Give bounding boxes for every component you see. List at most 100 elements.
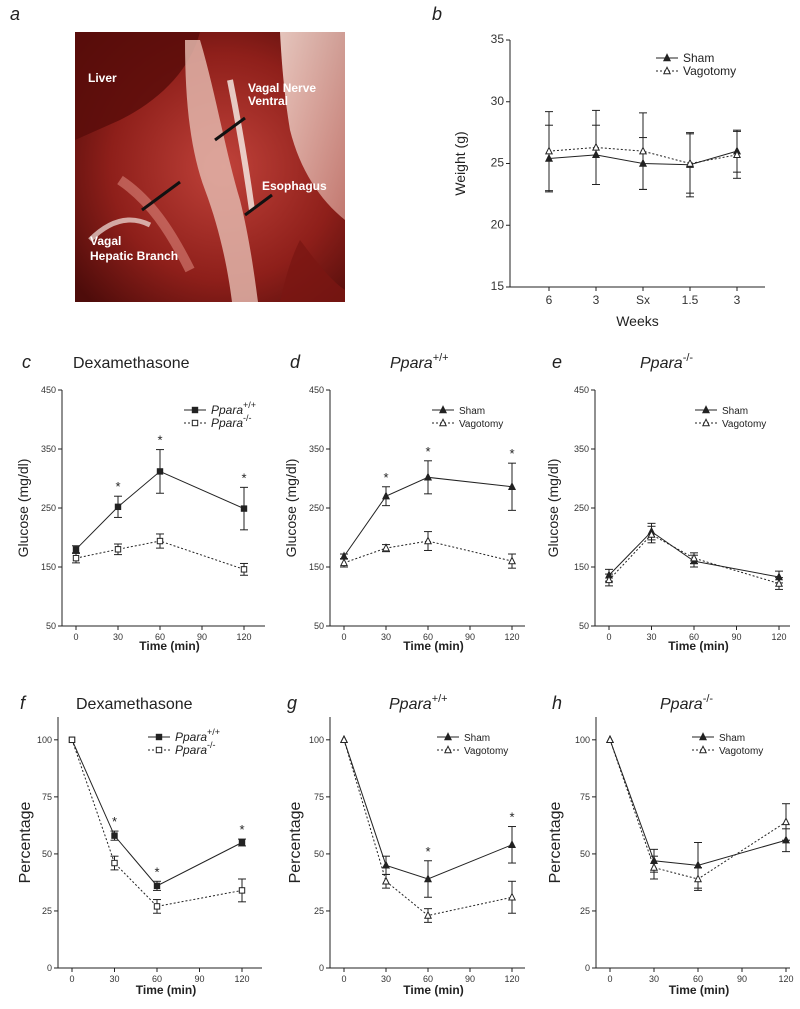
d-x-tick-label-3: 90 <box>465 632 475 642</box>
title-g: Ppara+/+ <box>389 693 448 713</box>
e-x-tick-label-4: 120 <box>771 632 786 642</box>
g-x-axis-label: Time (min) <box>403 983 463 997</box>
pointer-esophagus <box>244 193 273 217</box>
pointer-ventral <box>214 116 246 142</box>
h-series-1-point-1 <box>649 862 659 871</box>
g-series-1-point-0 <box>339 735 349 744</box>
g-y-tick-label-3: 75 <box>314 792 324 802</box>
e-x-tick-label-0: 0 <box>606 632 611 642</box>
d-significance-0: * <box>383 470 388 485</box>
e-series-1-point-1 <box>647 529 656 538</box>
c-series-0-line <box>75 470 245 550</box>
h-legend-label-0: Sham <box>719 733 745 744</box>
c-x-tick-label-2: 60 <box>155 632 165 642</box>
c-series-1-point-0 <box>72 554 80 562</box>
c-x-tick-label-1: 30 <box>113 632 123 642</box>
f-y-axis-label: Percentage <box>17 801 34 883</box>
photo-label-ventral: Ventral <box>248 94 288 108</box>
f-series-0-point-2 <box>153 882 161 890</box>
d-y-tick-label-0: 50 <box>314 621 324 631</box>
e-x-tick-label-3: 90 <box>731 632 741 642</box>
e-legend-label-0: Sham <box>722 406 748 417</box>
c-legend-label-0: Ppara+/+ <box>211 400 256 417</box>
c-x-tick-label-3: 90 <box>197 632 207 642</box>
c-series-0-point-0 <box>72 546 80 553</box>
d-x-tick-label-0: 0 <box>341 632 346 642</box>
e-legend-marker-1 <box>701 418 711 427</box>
f-series-1-point-2 <box>153 903 161 910</box>
e-legend-label-1: Vagotomy <box>722 419 766 430</box>
e-y-tick-label-3: 350 <box>574 444 589 454</box>
b-series-1-point-3 <box>685 158 695 167</box>
g-y-tick-label-4: 100 <box>309 735 324 745</box>
d-series-0-point-2 <box>423 472 433 481</box>
c-legend-marker-0 <box>191 406 199 414</box>
d-y-tick-label-1: 150 <box>309 562 324 572</box>
panel-label-c: c <box>22 352 31 372</box>
b-x-tick-label-4: 3 <box>734 293 741 307</box>
f-x-axis-label: Time (min) <box>136 983 196 997</box>
h-x-tick-label-4: 120 <box>778 974 793 984</box>
f-legend-marker-0 <box>155 733 163 741</box>
d-series-1-point-3 <box>507 556 517 565</box>
f-series-0-line <box>71 739 243 887</box>
e-x-tick-label-1: 30 <box>646 632 656 642</box>
photo-label-hepatic-branch: Hepatic Branch <box>90 249 178 263</box>
b-series-1-point-1 <box>591 142 601 151</box>
panel-label-g: g <box>287 693 297 713</box>
f-series-0-point-1 <box>111 832 118 839</box>
f-legend-label-0: Ppara+/+ <box>175 727 220 744</box>
d-x-axis-label: Time (min) <box>403 639 463 653</box>
h-y-tick-label-1: 25 <box>580 906 590 916</box>
g-y-tick-label-0: 0 <box>319 963 324 973</box>
h-legend-marker-1 <box>698 745 708 754</box>
h-series-1-line <box>609 739 787 880</box>
b-y-tick-label-1: 20 <box>491 217 505 231</box>
panel-label-e: e <box>552 352 562 372</box>
d-series-0-point-1 <box>381 491 391 500</box>
b-legend-label-0: Sham <box>683 51 714 65</box>
h-x-tick-label-2: 60 <box>693 974 703 984</box>
b-legend-label-1: Vagotomy <box>683 64 736 78</box>
f-series-1-point-0 <box>68 736 76 744</box>
b-x-axis-label: Weeks <box>616 313 659 329</box>
g-significance-0: * <box>425 844 430 859</box>
f-y-tick-label-1: 25 <box>42 906 52 916</box>
f-x-tick-label-3: 90 <box>194 974 204 984</box>
photo-label-esophagus: Esophagus <box>262 179 327 193</box>
h-legend-label-1: Vagotomy <box>719 746 763 757</box>
c-significance-2: * <box>241 470 246 485</box>
b-x-tick-label-1: 3 <box>593 293 600 307</box>
e-series-1-point-0 <box>604 575 614 584</box>
f-significance-1: * <box>154 864 159 879</box>
d-x-tick-label-1: 30 <box>381 632 391 642</box>
e-series-1-point-3 <box>774 578 784 587</box>
d-legend-label-1: Vagotomy <box>459 419 503 430</box>
g-x-tick-label-1: 30 <box>381 974 391 984</box>
pointer-hepatic <box>141 180 181 212</box>
c-y-tick-label-3: 350 <box>41 444 56 454</box>
c-y-tick-label-1: 150 <box>41 562 56 572</box>
b-y-tick-label-4: 35 <box>491 32 505 46</box>
c-series-1-point-2 <box>156 537 164 545</box>
e-y-tick-label-0: 50 <box>579 621 589 631</box>
b-y-tick-label-0: 15 <box>491 279 505 293</box>
title-d: Ppara+/+ <box>390 352 449 372</box>
d-series-0-line <box>343 476 513 557</box>
f-x-tick-label-1: 30 <box>109 974 119 984</box>
h-y-tick-label-0: 0 <box>585 963 590 973</box>
c-significance-1: * <box>157 433 162 448</box>
f-series-1-line <box>71 739 243 907</box>
c-series-1-line <box>75 540 245 570</box>
e-legend-marker-0 <box>701 405 711 414</box>
g-series-0-point-3 <box>507 839 517 848</box>
f-x-tick-label-4: 120 <box>234 974 249 984</box>
g-legend-marker-0 <box>443 732 453 741</box>
h-series-1-point-3 <box>781 817 791 826</box>
e-y-tick-label-1: 150 <box>574 562 589 572</box>
f-legend-label-1: Ppara-/- <box>175 740 216 757</box>
f-y-tick-label-0: 0 <box>47 963 52 973</box>
h-y-tick-label-4: 100 <box>575 735 590 745</box>
h-y-axis-label: Percentage <box>547 801 564 883</box>
g-series-1-point-3 <box>507 892 517 901</box>
